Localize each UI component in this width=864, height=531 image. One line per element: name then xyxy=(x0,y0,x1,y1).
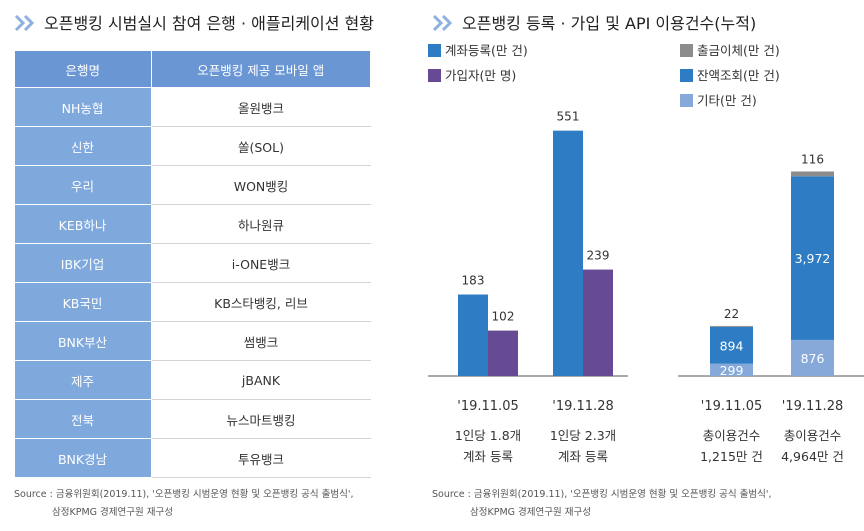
chart2-bar-segment-other xyxy=(791,339,834,376)
chart1-legend-swatch xyxy=(428,69,441,82)
bank-name-cell: BNK경남 xyxy=(14,438,152,478)
table-row: 우리 WON뱅킹 xyxy=(14,165,371,205)
chart1-note-line1: 1인당 1.8개 xyxy=(455,428,521,443)
table-row: 신한 쏠(SOL) xyxy=(14,126,371,166)
chart2-bar-segment-transfer xyxy=(710,325,753,327)
bank-name-cell: KB국민 xyxy=(14,282,152,322)
chart2-legend-swatch xyxy=(680,44,693,57)
chart2-note-line1: 총이용건수 xyxy=(784,428,842,443)
chart2-legend-label: 잔액조회(만 건) xyxy=(697,68,780,83)
bank-name-cell: 제주 xyxy=(14,360,152,400)
chart2-value-label: 876 xyxy=(801,351,825,366)
chart1-note-line2: 계좌 등록 xyxy=(558,449,608,464)
app-name-cell: 하나원큐 xyxy=(151,204,371,244)
table-row: 전북 뉴스마트뱅킹 xyxy=(14,399,371,439)
app-name-cell: WON뱅킹 xyxy=(151,165,371,205)
app-name-cell: 뉴스마트뱅킹 xyxy=(151,399,371,439)
chart2-legend-label: 기타(만 건) xyxy=(697,93,757,108)
chart1-bar-users xyxy=(583,269,613,376)
chart2-value-label: 116 xyxy=(801,152,824,166)
bank-name-cell: KEB하나 xyxy=(14,204,152,244)
chart2-value-label: 894 xyxy=(720,338,744,353)
chart2-value-label: 3,972 xyxy=(795,251,831,266)
source-line-2: 삼정KPMG 경제연구원 재구성 xyxy=(470,507,591,518)
chart1-note-line2: 계좌 등록 xyxy=(463,449,513,464)
double-chevron-icon xyxy=(432,15,453,31)
app-name-cell: i-ONE뱅크 xyxy=(151,243,371,283)
chart1-legend-swatch xyxy=(428,44,441,57)
table-row: BNK경남 투유뱅크 xyxy=(14,438,371,478)
chart2-bar-segment-other xyxy=(710,363,753,376)
source-note-right: Source : 금융위원회(2019.11), '오픈뱅킹 시범운영 현황 및… xyxy=(432,486,771,522)
chart2-value-label: 299 xyxy=(720,363,744,378)
header-bank: 은행명 xyxy=(14,50,152,88)
right-title-text: 오픈뱅킹 등록 · 가입 및 API 이용건수(누적) xyxy=(462,14,757,33)
chart1-value-label: 551 xyxy=(557,110,580,124)
bank-app-table: 은행명 오픈뱅킹 제공 모바일 앱 NH농협 올원뱅크 신한 쏠(SOL) 우리 WON뱅… xyxy=(14,50,371,478)
left-panel-title: 오픈뱅킹 시범실시 참여 은행 · 애플리케이션 현황 xyxy=(14,10,374,34)
chart1-value-label: 102 xyxy=(492,310,515,324)
table-body: NH농협 올원뱅크 신한 쏠(SOL) 우리 WON뱅킹 KEB하나 하나원큐 IBK기업 i-O… xyxy=(14,87,371,478)
app-name-cell: 투유뱅크 xyxy=(151,438,371,478)
table-row: IBK기업 i-ONE뱅크 xyxy=(14,243,371,283)
chart2-bar-segment-balance xyxy=(791,176,834,340)
chart2-category-label: '19.11.28 xyxy=(782,399,843,414)
app-name-cell: 올원뱅크 xyxy=(151,87,371,127)
chart1-value-label: 183 xyxy=(462,274,485,288)
chart2-value-label: 22 xyxy=(724,307,739,321)
chart1-category-label: '19.11.05 xyxy=(457,399,518,414)
chart1-bar-accounts xyxy=(458,294,488,376)
double-chevron-icon xyxy=(14,15,35,31)
right-panel-title: 오픈뱅킹 등록 · 가입 및 API 이용건수(누적) xyxy=(432,10,756,34)
bank-name-cell: 우리 xyxy=(14,165,152,205)
table-row: 제주 jBANK xyxy=(14,360,371,400)
chart1-legend-label: 계좌등록(만 건) xyxy=(445,43,528,58)
app-name-cell: 쏠(SOL) xyxy=(151,126,371,166)
source-line-1: Source : 금융위원회(2019.11), '오픈뱅킹 시범운영 현황 및… xyxy=(14,489,354,500)
chart1-bar-accounts xyxy=(553,130,583,376)
chart1-bar-users xyxy=(488,330,518,376)
app-name-cell: jBANK xyxy=(151,360,371,400)
table-row: KB국민 KB스타뱅킹, 리브 xyxy=(14,282,371,322)
bank-name-cell: NH농협 xyxy=(14,87,152,127)
table-row: NH농협 올원뱅크 xyxy=(14,87,371,127)
header-app: 오픈뱅킹 제공 모바일 앱 xyxy=(150,50,371,88)
table-row: KEB하나 하나원큐 xyxy=(14,204,371,244)
chart2-legend-swatch xyxy=(680,69,693,82)
table-row: BNK부산 썸뱅크 xyxy=(14,321,371,361)
chart2-legend-label: 출금이체(만 건) xyxy=(697,43,780,58)
source-note-left: Source : 금융위원회(2019.11), '오픈뱅킹 시범운영 현황 및… xyxy=(14,486,353,522)
bank-name-cell: IBK기업 xyxy=(14,243,152,283)
chart2-note-line2: 1,215만 건 xyxy=(700,449,763,464)
source-line-1: Source : 금융위원회(2019.11), '오픈뱅킹 시범운영 현황 및… xyxy=(432,489,772,500)
chart2-note-line2: 4,964만 건 xyxy=(781,449,844,464)
chart1-note-line1: 1인당 2.3개 xyxy=(550,428,616,443)
chart1-legend-label: 가입자(만 명) xyxy=(445,68,516,83)
bank-name-cell: 신한 xyxy=(14,126,152,166)
chart2-bar-segment-transfer xyxy=(791,171,834,177)
chart2-note-line1: 총이용건수 xyxy=(703,428,761,443)
chart2-bar-segment-balance xyxy=(710,326,753,364)
chart2-category-label: '19.11.05 xyxy=(701,399,762,414)
source-line-2: 삼정KPMG 경제연구원 재구성 xyxy=(52,507,173,518)
bank-name-cell: BNK부산 xyxy=(14,321,152,361)
left-title-text: 오픈뱅킹 시범실시 참여 은행 · 애플리케이션 현황 xyxy=(44,14,375,33)
chart1-value-label: 239 xyxy=(587,249,610,263)
bank-name-cell: 전북 xyxy=(14,399,152,439)
chart2-legend-swatch xyxy=(680,94,693,107)
app-name-cell: 썸뱅크 xyxy=(151,321,371,361)
chart1-category-label: '19.11.28 xyxy=(552,399,613,414)
table-header-row: 은행명 오픈뱅킹 제공 모바일 앱 xyxy=(14,50,371,88)
app-name-cell: KB스타뱅킹, 리브 xyxy=(151,282,371,322)
